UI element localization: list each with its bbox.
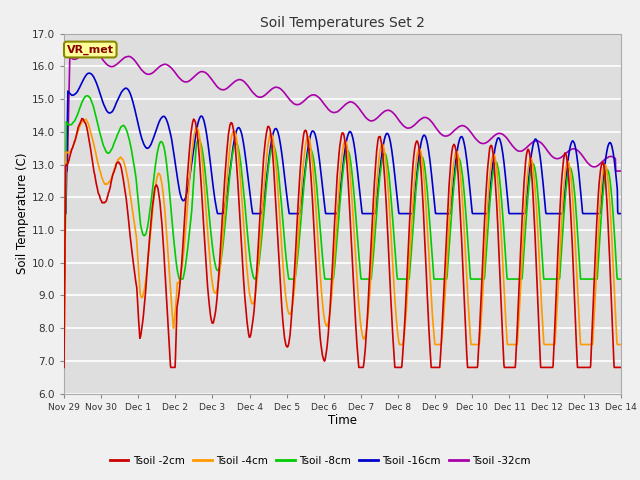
Y-axis label: Soil Temperature (C): Soil Temperature (C): [16, 153, 29, 275]
X-axis label: Time: Time: [328, 414, 357, 427]
Text: VR_met: VR_met: [67, 45, 114, 55]
Legend: Tsoil -2cm, Tsoil -4cm, Tsoil -8cm, Tsoil -16cm, Tsoil -32cm: Tsoil -2cm, Tsoil -4cm, Tsoil -8cm, Tsoi…: [106, 452, 534, 470]
Title: Soil Temperatures Set 2: Soil Temperatures Set 2: [260, 16, 425, 30]
